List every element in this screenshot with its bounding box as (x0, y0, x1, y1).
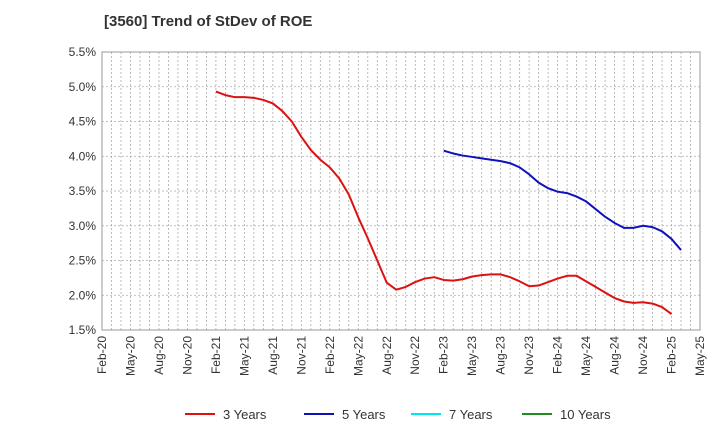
y-tick-label: 3.5% (69, 184, 97, 198)
x-axis-ticks: Feb-20 May-20 Aug-20 Nov-20 Feb-21 May-21 Aug-… (95, 336, 707, 376)
x-tick-label: Feb-20 (95, 336, 109, 374)
y-tick-label: 5.5% (69, 45, 97, 59)
y-tick-label: 1.5% (69, 323, 97, 337)
legend-label-10-years: 10 Years (560, 407, 611, 422)
x-tick-label: May-25 (693, 336, 707, 376)
x-tick-label: Aug-22 (380, 336, 394, 375)
x-tick-label: May-20 (123, 336, 137, 376)
series-line-5-years (443, 149, 682, 251)
x-tick-label: Aug-23 (494, 336, 508, 375)
x-tick-label: Nov-23 (522, 336, 536, 375)
y-tick-label: 4.5% (69, 115, 97, 129)
x-tick-label: Aug-20 (152, 336, 166, 375)
x-tick-label: Nov-20 (180, 336, 194, 375)
x-tick-label: Nov-24 (636, 336, 650, 375)
x-tick-label: Feb-21 (209, 336, 223, 374)
series-line-3-years (215, 90, 673, 315)
x-tick-label: May-21 (237, 336, 251, 376)
x-tick-label: May-22 (351, 336, 365, 376)
legend-label-5-years: 5 Years (342, 407, 386, 422)
x-tick-label: Nov-21 (294, 336, 308, 375)
y-axis-ticks: 5.5% 5.0% 4.5% 4.0% 3.5% 3.0% 2.5% 2.0% 1.5% (69, 45, 97, 337)
x-tick-label: Feb-25 (665, 336, 679, 374)
x-tick-label: Feb-23 (437, 336, 451, 374)
x-tick-label: Feb-22 (323, 336, 337, 374)
x-tick-label: Aug-21 (266, 336, 280, 375)
y-tick-label: 5.0% (69, 80, 97, 94)
x-tick-label: Feb-24 (551, 336, 565, 374)
chart-title: [3560] Trend of StDev of ROE (104, 13, 312, 30)
legend-label-7-years: 7 Years (449, 407, 493, 422)
y-tick-label: 3.0% (69, 219, 97, 233)
x-tick-label: Aug-24 (608, 336, 622, 375)
x-tick-label: May-24 (579, 336, 593, 376)
plot-area-border (101, 51, 701, 331)
series-lines (215, 90, 682, 315)
y-tick-label: 4.0% (69, 149, 97, 163)
legend-label-3-years: 3 Years (223, 407, 267, 422)
legend: 3 Years 5 Years 7 Years 10 Years (185, 407, 611, 422)
y-tick-label: 2.0% (69, 288, 97, 302)
x-tick-label: Nov-22 (408, 336, 422, 375)
x-tick-label: May-23 (465, 336, 479, 376)
y-tick-label: 2.5% (69, 254, 97, 268)
